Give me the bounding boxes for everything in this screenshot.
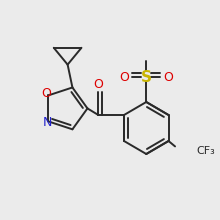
- Text: O: O: [41, 87, 51, 100]
- Text: O: O: [163, 71, 173, 84]
- Text: S: S: [141, 70, 152, 85]
- Text: O: O: [93, 78, 103, 91]
- Text: N: N: [42, 116, 52, 129]
- Text: O: O: [120, 71, 129, 84]
- Text: CF₃: CF₃: [197, 146, 216, 156]
